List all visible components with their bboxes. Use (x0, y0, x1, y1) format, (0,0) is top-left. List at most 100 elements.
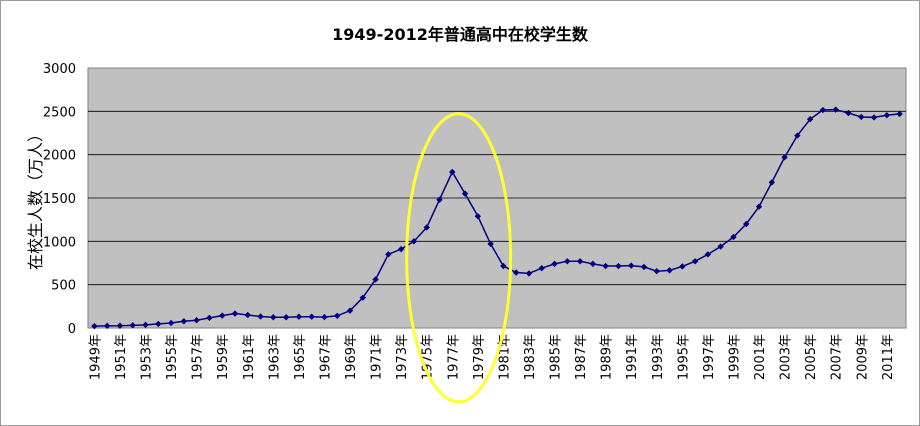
data-point (257, 313, 264, 320)
y-tick-label: 1500 (43, 192, 76, 207)
x-tick-label: 1949年 (88, 334, 103, 380)
x-tick-label: 2011年 (881, 334, 896, 380)
data-point (896, 110, 903, 118)
y-tick-label: 500 (51, 279, 76, 294)
x-tick-label: 1979年 (472, 334, 487, 380)
x-tick-label: 1981年 (497, 334, 512, 380)
data-point (512, 269, 520, 276)
data-point (858, 113, 865, 121)
data-point (538, 265, 545, 272)
data-point (755, 203, 763, 210)
data-point (167, 319, 175, 327)
data-point (423, 224, 430, 231)
data-point (449, 168, 456, 176)
data-point (781, 154, 788, 161)
data-point (487, 240, 494, 248)
x-tick-label: 1995年 (676, 334, 691, 380)
x-tick-label: 1983年 (523, 334, 538, 380)
x-tick-label: 1953年 (140, 334, 155, 380)
data-point (231, 310, 239, 317)
data-point (589, 260, 597, 268)
x-tick-label: 1965年 (293, 334, 308, 380)
data-point (410, 238, 418, 245)
data-point (525, 270, 533, 277)
x-tick-label: 1957年 (191, 334, 206, 380)
data-point (103, 322, 111, 330)
data-point (142, 321, 149, 329)
x-tick-label: 1955年 (165, 334, 180, 380)
data-point (308, 313, 315, 320)
data-point (832, 106, 839, 113)
x-tick-label: 2003年 (779, 334, 794, 380)
data-point (704, 251, 712, 258)
gridlines (88, 110, 906, 286)
x-tick-label: 2005年 (804, 334, 819, 380)
x-tick-label: 1971年 (370, 334, 385, 380)
data-point (845, 109, 852, 117)
x-tick-label: 1991年 (625, 334, 640, 380)
data-point (295, 313, 303, 320)
highlight-ellipse (405, 112, 513, 404)
data-point (359, 294, 366, 301)
y-tick-label: 2500 (43, 105, 76, 120)
data-point (602, 262, 609, 270)
x-tick-label: 1973年 (395, 334, 410, 380)
x-tick-label: 1997年 (702, 334, 717, 380)
data-point (628, 262, 635, 269)
x-tick-label: 1987年 (574, 334, 589, 380)
data-point (244, 311, 251, 319)
data-point (385, 251, 392, 258)
x-tick-label: 1961年 (242, 334, 257, 380)
x-tick-label: 1985年 (549, 334, 564, 380)
data-point (193, 317, 200, 324)
data-point (615, 262, 622, 270)
x-tick-label: 1993年 (651, 334, 666, 380)
data-point (551, 260, 558, 268)
y-tick-label: 3000 (43, 62, 76, 77)
x-tick-label: 2001年 (753, 334, 768, 380)
data-point (129, 322, 136, 329)
data-point (180, 318, 188, 325)
data-point (819, 106, 827, 114)
data-point (474, 213, 482, 220)
data-point (794, 132, 801, 139)
data-point (640, 263, 648, 271)
x-tick-label: 1969年 (344, 334, 359, 380)
data-point (768, 179, 775, 186)
x-tick-label: 2007年 (830, 334, 845, 380)
data-point (206, 314, 213, 322)
data-point (282, 314, 290, 321)
data-point (219, 312, 226, 319)
x-tick-label: 1963年 (267, 334, 282, 380)
data-point (155, 320, 162, 328)
x-axis-ticks: 1949年 1951年 1953年 1955年 1957年 1959年 1961年 1963年… (88, 334, 895, 380)
data-point (870, 114, 878, 121)
data-point (500, 262, 507, 270)
x-tick-label: 1951年 (114, 334, 129, 380)
x-tick-label: 1967年 (318, 334, 333, 380)
y-tick-label: 1000 (43, 235, 76, 250)
data-point (883, 112, 891, 119)
data-point (679, 263, 686, 270)
data-point (717, 243, 724, 250)
y-tick-label: 0 (68, 322, 76, 337)
data-markers (91, 106, 903, 330)
data-point (397, 245, 405, 253)
data-point (730, 233, 737, 241)
data-point (346, 307, 354, 314)
data-point (334, 312, 341, 319)
data-point (270, 314, 277, 321)
data-point (691, 258, 699, 265)
data-point (116, 322, 124, 329)
data-point (564, 258, 571, 265)
data-point (576, 258, 584, 265)
data-point (743, 220, 750, 228)
data-point (91, 322, 98, 330)
x-tick-label: 1989年 (600, 334, 615, 380)
data-point (653, 268, 660, 275)
data-point (461, 190, 469, 197)
data-point (372, 276, 379, 283)
x-tick-label: 1999年 (727, 334, 742, 380)
data-point (806, 115, 814, 123)
